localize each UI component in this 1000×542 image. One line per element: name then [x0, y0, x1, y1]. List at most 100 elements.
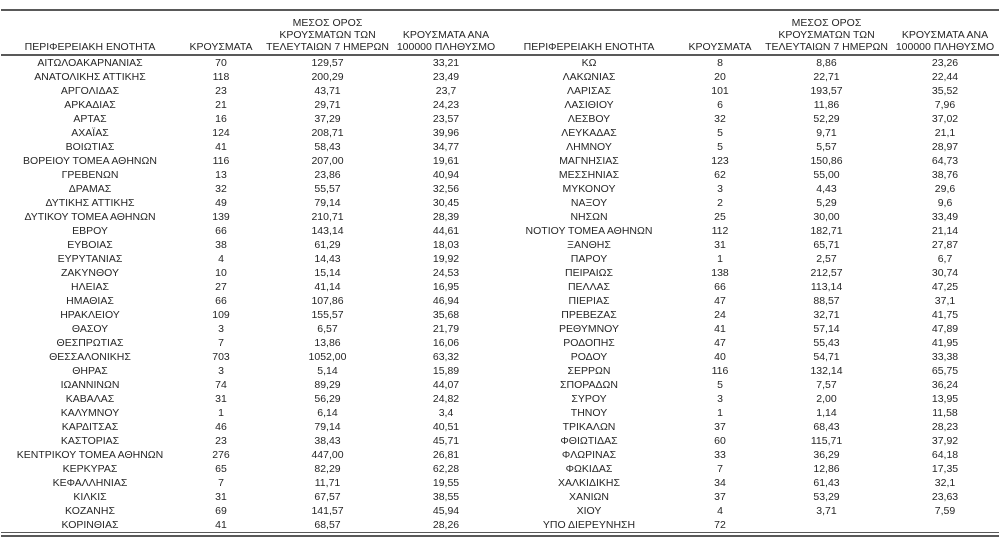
cases-cell: 41	[714, 323, 726, 335]
table-row: ΧΙΟΥ 4 3,71 7,59	[500, 504, 999, 518]
per100k-cell: 3,4	[438, 407, 454, 419]
cases-cell: 116	[212, 155, 230, 167]
region-cell: ΡΟΔΟΥ	[570, 351, 608, 363]
avg7-cell: 55,00	[813, 169, 840, 181]
per100k-cell: 44,61	[432, 225, 460, 237]
region-cell: ΘΕΣΠΡΩΤΙΑΣ	[56, 337, 124, 349]
cases-cell: 23	[215, 435, 227, 447]
region-cell: ΡΟΔΟΠΗΣ	[563, 337, 615, 349]
per100k-cell: 23,57	[432, 113, 460, 125]
cases-cell: 5	[717, 127, 723, 139]
table-row: ΦΘΙΩΤΙΔΑΣ 60 115,71 37,92	[500, 434, 999, 448]
column-header-regional-unit: ΠΕΡΙΦΕΡΕΙΑΚΗ ΕΝΟΤΗΤΑ	[523, 41, 655, 53]
avg7-cell: 2,00	[816, 393, 837, 405]
region-cell: ΣΕΡΡΩΝ	[567, 365, 611, 377]
table-row: ΣΠΟΡΑΔΩΝ 5 7,57 36,24	[500, 378, 999, 392]
table-row: ΛΕΥΚΑΔΑΣ 5 9,71 21,1	[500, 126, 999, 140]
table-row: ΠΕΛΛΑΣ 66 113,14 47,25	[500, 280, 999, 294]
region-cell: ΞΑΝΘΗΣ	[567, 239, 611, 251]
avg7-cell: 11,71	[314, 477, 341, 489]
per100k-cell: 18,03	[432, 239, 460, 251]
region-cell: ΦΛΩΡΙΝΑΣ	[561, 449, 617, 461]
table-row: ΜΥΚΟΝΟΥ 3 4,43 29,6	[500, 182, 999, 196]
table-row: ΧΑΝΙΩΝ 37 53,29 23,63	[500, 490, 999, 504]
per100k-cell: 28,97	[931, 141, 959, 153]
table-row: ΔΡΑΜΑΣ 32 55,57 32,56	[1, 182, 500, 196]
region-cell: ΦΩΚΙΔΑΣ	[565, 463, 613, 475]
table-row: ΚΑΣΤΟΡΙΑΣ 23 38,43 45,71	[1, 434, 500, 448]
cases-cell: 3	[717, 393, 723, 405]
avg7-cell: 7,57	[816, 379, 837, 391]
cases-cell: 276	[212, 449, 230, 461]
table-row: ΛΗΜΝΟΥ 5 5,57 28,97	[500, 140, 999, 154]
region-cell: ΧΑΝΙΩΝ	[569, 491, 609, 503]
per100k-cell: 37,02	[931, 113, 959, 125]
cases-cell: 139	[212, 211, 230, 223]
table-row: ΚΕΝΤΡΙΚΟΥ ΤΟΜΕΑ ΑΘΗΝΩΝ 276 447,00 26,81	[1, 448, 500, 462]
regional-cases-table-right: ΠΕΡΙΦΕΡΕΙΑΚΗ ΕΝΟΤΗΤΑ ΚΡΟΥΣΜΑΤΑ ΜΕΣΟΣ ΟΡΟ…	[500, 11, 999, 533]
cases-cell: 1	[717, 253, 723, 265]
per100k-cell: 44,07	[432, 379, 460, 391]
cases-cell: 6	[717, 99, 723, 111]
cases-cell: 101	[711, 85, 729, 97]
per100k-cell: 30,74	[931, 267, 959, 279]
per100k-cell: 24,53	[432, 267, 460, 279]
cases-cell: 16	[215, 113, 227, 125]
per100k-cell: 21,79	[432, 323, 460, 335]
region-cell: ΧΙΟΥ	[576, 505, 602, 517]
avg7-cell: 107,86	[311, 295, 344, 307]
cases-cell: 13	[215, 169, 227, 181]
cases-cell: 37	[714, 421, 726, 433]
region-cell: ΑΡΤΑΣ	[73, 113, 107, 125]
region-cell: ΠΙΕΡΙΑΣ	[568, 295, 610, 307]
table-row: ΑΡΤΑΣ 16 37,29 23,57	[1, 112, 500, 126]
per100k-cell: 13,95	[931, 393, 959, 405]
per100k-cell: 47,25	[931, 281, 959, 293]
table-row: ΚΕΦΑΛΛΗΝΙΑΣ 7 11,71 19,55	[1, 476, 500, 490]
cases-cell: 38	[215, 239, 227, 251]
per100k-cell: 33,49	[931, 211, 959, 223]
region-cell: ΗΛΕΙΑΣ	[70, 281, 109, 293]
table-row: ΜΑΓΝΗΣΙΑΣ 123 150,86 64,73	[500, 154, 999, 168]
per100k-cell: 38,76	[931, 169, 959, 181]
table-row: ΚΑΡΔΙΤΣΑΣ 46 79,14 40,51	[1, 420, 500, 434]
cases-cell: 2	[717, 197, 723, 209]
avg7-cell: 3,71	[816, 505, 837, 517]
region-cell: ΜΑΓΝΗΣΙΑΣ	[559, 155, 619, 167]
avg7-cell: 150,86	[810, 155, 843, 167]
per100k-cell: 7,96	[934, 99, 956, 111]
cases-cell: 123	[711, 155, 729, 167]
per100k-cell: 16,06	[432, 337, 460, 349]
per100k-cell: 11,58	[932, 407, 958, 419]
cases-cell: 124	[212, 127, 230, 139]
cases-cell: 27	[215, 281, 227, 293]
table-row: ΚΙΛΚΙΣ 31 67,57 38,55	[1, 490, 500, 504]
regional-cases-table-group: ΠΕΡΙΦΕΡΕΙΑΚΗ ΕΝΟΤΗΤΑ ΚΡΟΥΣΜΑΤΑ ΜΕΣΟΣ ΟΡΟ…	[1, 9, 999, 537]
per100k-cell: 34,77	[432, 141, 460, 153]
per100k-cell: 32,1	[934, 477, 956, 489]
avg7-cell: 207,00	[311, 155, 344, 167]
table-row: ΛΑΣΙΘΙΟΥ 6 11,86 7,96	[500, 98, 999, 112]
table-row: ΚΑΛΥΜΝΟΥ 1 6,14 3,4	[1, 406, 500, 420]
table-row: ΠΑΡΟΥ 1 2,57 6,7	[500, 252, 999, 266]
per100k-cell: 62,28	[432, 463, 460, 475]
cases-cell: 7	[218, 477, 224, 489]
avg7-cell: 57,14	[813, 323, 840, 335]
avg7-cell: 82,29	[314, 463, 341, 475]
cases-cell: 31	[215, 393, 227, 405]
region-cell: ΒΟΡΕΙΟΥ ΤΟΜΕΑ ΑΘΗΝΩΝ	[23, 155, 157, 167]
per100k-cell: 19,61	[432, 155, 460, 167]
per100k-cell: 19,92	[432, 253, 460, 265]
avg7-cell: 68,57	[314, 519, 341, 531]
column-header-cases: ΚΡΟΥΣΜΑΤΑ	[189, 41, 253, 53]
avg7-cell: 212,57	[810, 267, 843, 279]
column-header-cases-per-100000: ΚΡΟΥΣΜΑΤΑ ΑΝΑ 100000 ΠΛΗΘΥΣΜΟ	[396, 29, 496, 53]
avg7-cell: 5,57	[816, 141, 837, 153]
cases-cell: 66	[215, 295, 227, 307]
table-row: ΔΥΤΙΚΗΣ ΑΤΤΙΚΗΣ 49 79,14 30,45	[1, 196, 500, 210]
per100k-cell: 46,94	[432, 295, 460, 307]
region-cell: ΣΠΟΡΑΔΩΝ	[560, 379, 618, 391]
region-cell: ΚΕΦΑΛΛΗΝΙΑΣ	[52, 477, 128, 489]
cases-cell: 47	[714, 337, 726, 349]
cases-cell: 10	[215, 267, 227, 279]
